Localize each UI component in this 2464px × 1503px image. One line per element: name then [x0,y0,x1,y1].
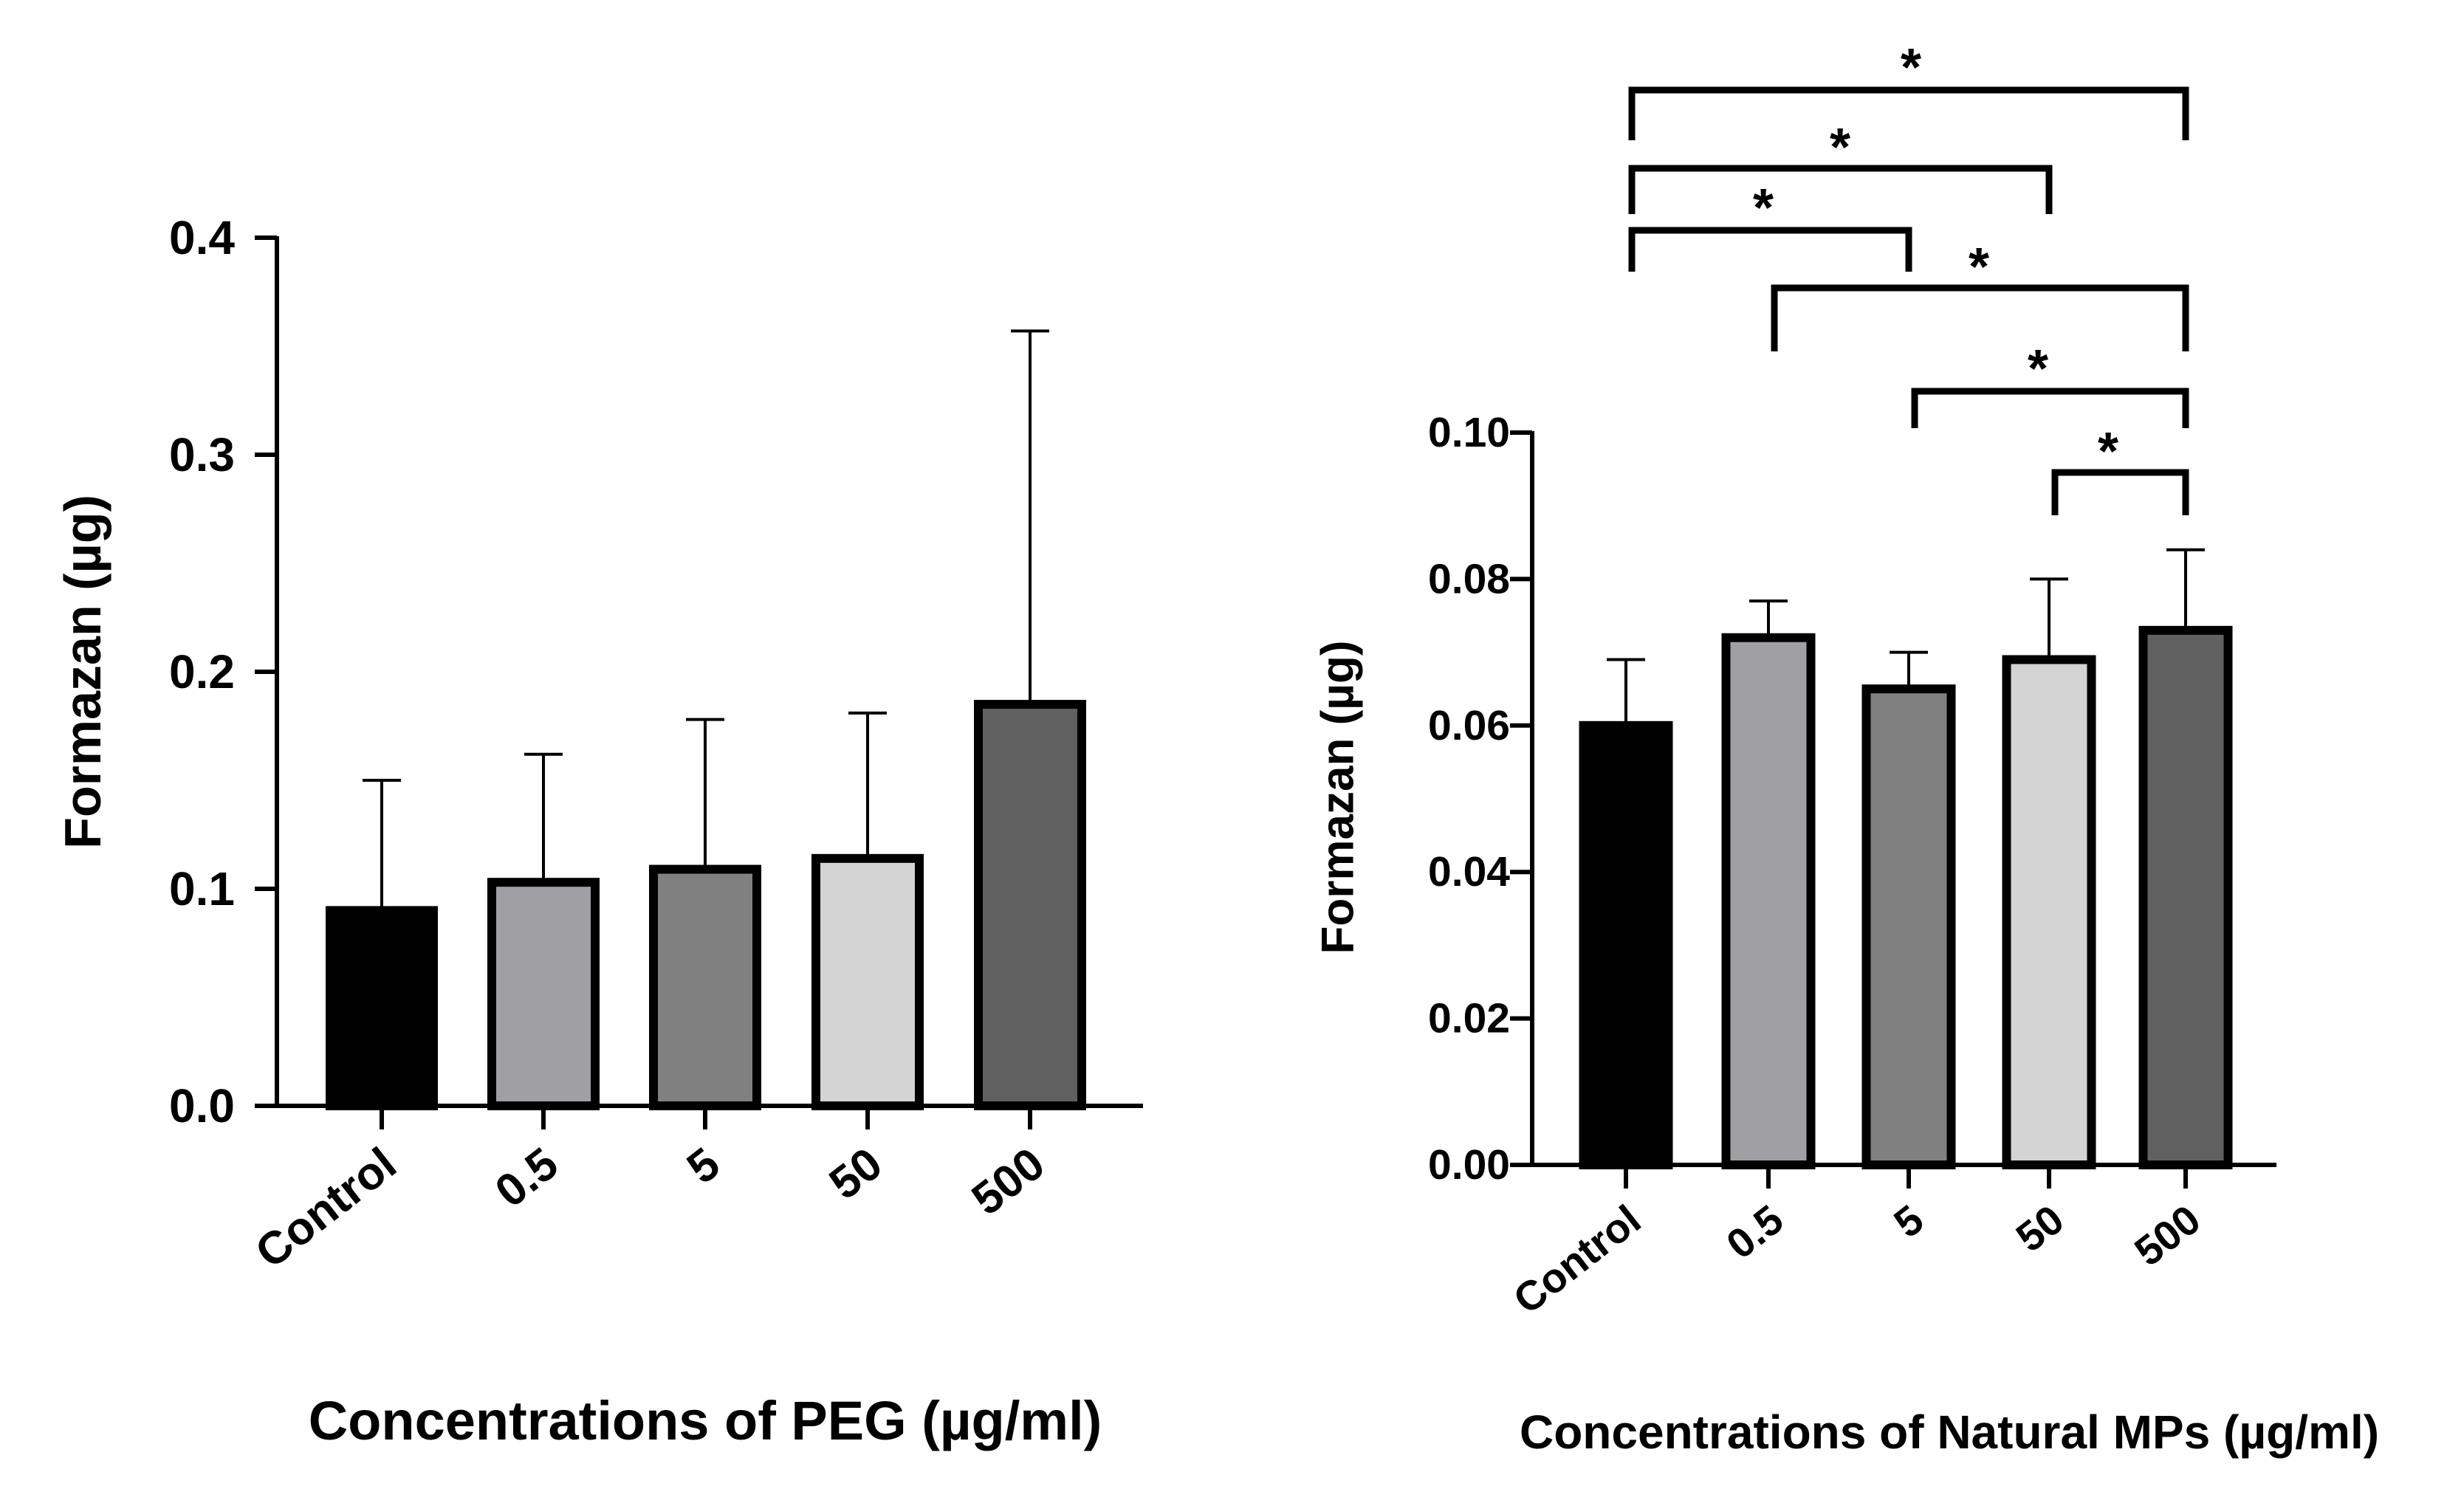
chart-peg: 0.0 0.1 0.2 0.3 0.4 Formazan (µg) Concentratio… [54,211,1143,1451]
mps-bar-50 [2002,655,2096,1169]
mps-x-axis-label: Concentrations of Natural MPs (µg/ml) [1520,1406,2379,1459]
mps-category-label: 500 [2126,1196,2209,1275]
mps-category-label: 0.5 [1717,1196,1791,1268]
mps-significance-bracket [1911,388,2189,428]
peg-y-axis-label: Formazan (µg) [54,495,111,849]
peg-x-axis-label: Concentrations of PEG (µg/ml) [309,1390,1102,1451]
peg-y-tick-label: 0.1 [169,862,235,915]
mps-bar-500 [2138,625,2233,1169]
peg-category-label: 5 [678,1138,730,1194]
mps-significance-star: * [1901,38,1921,97]
mps-bar-0-5 [1721,633,1816,1169]
mps-y-tick-label: 0.06 [1428,702,1510,749]
peg-bar-500 [974,700,1086,1110]
peg-category-label: Control [246,1138,405,1279]
peg-bar-0-5 [487,878,600,1111]
mps-y-tick-label: 0.10 [1428,409,1510,456]
mps-significance-bracket [1628,86,2189,140]
peg-y-tick-label: 0.4 [169,211,235,264]
mps-category-label: Control [1505,1196,1650,1323]
mps-category-label: 50 [2008,1196,2073,1261]
mps-bar-control [1579,720,1673,1169]
mps-y-tick-label: 0.04 [1428,848,1510,895]
mps-significance-bracket [1628,227,1912,272]
peg-y-tick-label: 0.0 [169,1079,235,1132]
mps-y-tick-label: 0.02 [1428,995,1510,1042]
peg-bar-control [326,906,438,1111]
mps-category-label: 5 [1885,1196,1932,1247]
peg-y-tick-label: 0.2 [169,645,235,698]
mps-significance-star: * [2028,340,2048,399]
peg-y-tick-label: 0.3 [169,428,235,481]
mps-y-tick-label: 0.00 [1428,1141,1510,1189]
peg-category-label: 50 [820,1138,892,1210]
mps-significance-star: * [1969,238,1989,297]
mps-significance-bracket [1771,284,2189,351]
mps-significance-bracket [1628,165,2053,214]
peg-category-label: 0.5 [486,1138,567,1217]
mps-significance-bracket [2051,469,2189,515]
peg-category-label: 500 [963,1138,1054,1225]
mps-significance-star: * [1753,179,1774,238]
mps-bar-5 [1861,684,1956,1169]
mps-significance-star: * [2098,422,2118,481]
peg-bar-50 [811,853,924,1110]
peg-bar-5 [649,864,761,1111]
mps-y-tick-label: 0.08 [1428,555,1510,602]
mps-y-axis-label: Formazan (µg) [1313,641,1364,955]
chart-natural-mps: 0.00 0.02 0.04 0.06 0.08 0.10 Formazan (µg) Con… [1313,38,2380,1459]
mps-significance-star: * [1830,118,1850,177]
